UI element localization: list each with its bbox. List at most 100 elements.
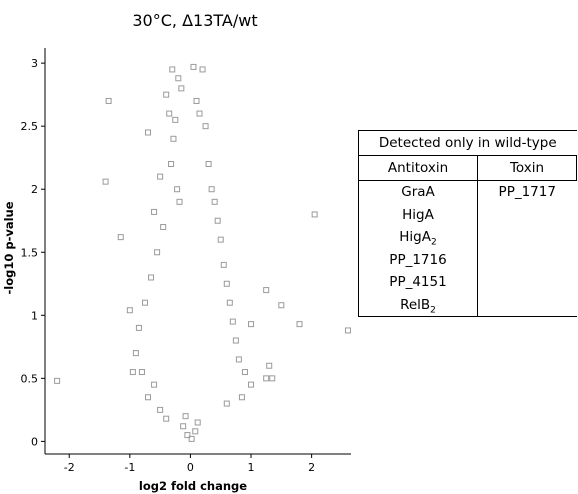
data-point (178, 85, 185, 92)
data-point (151, 381, 158, 388)
data-point (202, 123, 209, 130)
data-point (263, 375, 270, 382)
data-point (166, 110, 173, 117)
table-caption-row: Detected only in wild-type (358, 130, 577, 156)
data-point (180, 423, 187, 430)
data-point (296, 321, 303, 328)
data-point (278, 302, 285, 309)
plot-axes (44, 48, 351, 455)
data-point (148, 274, 155, 281)
data-point (214, 217, 221, 224)
data-point (117, 234, 124, 241)
y-tick-label: 2.5 (21, 120, 39, 133)
data-point (126, 307, 133, 314)
data-point (269, 375, 276, 382)
y-tick-label: 0 (31, 435, 38, 448)
data-point (138, 369, 145, 376)
table-header-row: Antitoxin Toxin (358, 155, 577, 181)
data-point (151, 208, 158, 215)
x-tick-label: 0 (187, 461, 194, 474)
x-tick-label: -1 (124, 461, 135, 474)
data-point (105, 97, 112, 104)
data-point (238, 394, 245, 401)
data-point (194, 419, 201, 426)
data-point (211, 198, 218, 205)
data-point (199, 66, 206, 73)
data-point (311, 211, 318, 218)
x-axis-title: log2 fold change (139, 479, 247, 493)
y-tick-label: 1.5 (21, 246, 39, 259)
x-tick-label: 1 (248, 461, 255, 474)
data-point (241, 369, 248, 376)
y-tick-label: 2 (31, 183, 38, 196)
data-point (232, 337, 239, 344)
data-point (184, 432, 191, 439)
y-tick-label: 0.5 (21, 372, 39, 385)
data-point (229, 318, 236, 325)
data-point (163, 91, 170, 98)
data-point (192, 428, 199, 435)
antitoxin-cell: GraA HigA HigA2 PP_1716 PP_4151 RelB2 (358, 180, 478, 317)
toxin-item: PP_1717 (498, 184, 556, 200)
y-tick-label: 1 (31, 309, 38, 322)
data-point (188, 435, 195, 442)
data-point (193, 97, 200, 104)
data-point (170, 135, 177, 142)
data-point (176, 198, 183, 205)
chart-title: 30°C, Δ13TA/wt (132, 11, 257, 30)
data-point (174, 186, 181, 193)
data-point (157, 173, 164, 180)
antitoxin-item: HigA (402, 206, 434, 223)
antitoxin-item: RelB2 (400, 296, 436, 316)
data-point (223, 400, 230, 407)
data-point (223, 280, 230, 287)
data-point (266, 362, 273, 369)
data-point (145, 394, 152, 401)
data-point (217, 236, 224, 243)
data-point (129, 369, 136, 376)
antitoxin-column-header: Antitoxin (358, 155, 478, 181)
x-axis-ticks: -2 -1 0 1 2 (64, 454, 315, 474)
antitoxin-item: GraA (401, 184, 435, 200)
data-point (141, 299, 148, 306)
data-point (248, 321, 255, 328)
data-point (163, 415, 170, 422)
data-point (182, 413, 189, 420)
data-point (160, 224, 167, 231)
data-point (344, 327, 351, 334)
data-point (145, 129, 152, 136)
table-body-row: GraA HigA HigA2 PP_1716 PP_4151 RelB2 PP… (358, 180, 577, 317)
data-point (205, 161, 212, 167)
data-point (132, 350, 139, 357)
data-point (135, 324, 142, 331)
data-point (226, 299, 233, 306)
data-point (154, 249, 161, 256)
data-point (220, 261, 227, 268)
data-point (175, 75, 182, 82)
data-point (157, 406, 164, 413)
data-point (235, 356, 242, 363)
data-point (168, 161, 175, 167)
data-points (54, 63, 351, 442)
data-point (54, 377, 61, 384)
table-caption: Detected only in wild-type (358, 130, 577, 156)
data-point (196, 110, 203, 117)
x-tick-label: 2 (308, 461, 315, 474)
y-axis-ticks: 0 0.5 1 1.5 2 2.5 3 (21, 57, 45, 448)
toxin-cell: PP_1717 (477, 180, 577, 317)
toxin-column-header: Toxin (477, 155, 577, 181)
data-point (190, 63, 197, 70)
data-point (169, 66, 176, 73)
data-point (208, 186, 215, 193)
x-tick-label: -2 (64, 461, 75, 474)
detected-only-wildtype-table: Detected only in wild-type Antitoxin Tox… (358, 130, 577, 317)
data-point (102, 178, 109, 185)
antitoxin-item: PP_4151 (389, 274, 447, 290)
data-point (172, 116, 179, 123)
y-axis-title: -log10 p-value (2, 201, 16, 294)
antitoxin-item: HigA2 (399, 229, 437, 248)
antitoxin-item: PP_1716 (389, 251, 447, 268)
data-point (248, 381, 255, 388)
data-point (263, 287, 270, 294)
